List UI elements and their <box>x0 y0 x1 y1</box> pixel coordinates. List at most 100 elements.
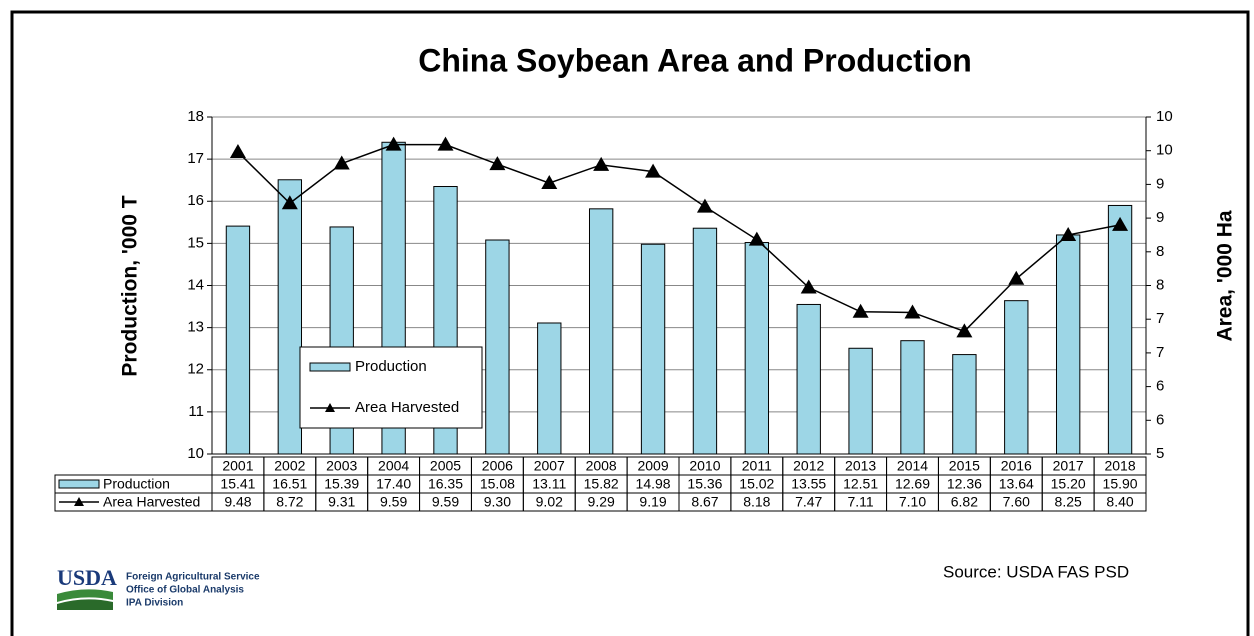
y2-tick-label: 8 <box>1156 243 1164 260</box>
table-value: 12.51 <box>843 476 878 492</box>
marker <box>593 156 610 171</box>
line <box>237 143 1121 333</box>
bar <box>796 303 821 455</box>
y2-tick-label: 9 <box>1156 175 1164 192</box>
table-value: 6.82 <box>951 494 978 510</box>
marker <box>333 155 350 170</box>
table-row-label: Area Harvested <box>103 494 200 510</box>
table-cell <box>1093 492 1147 512</box>
table-value: 12.69 <box>895 476 930 492</box>
usda-logo: USDA Foreign Agricultural Service Office… <box>57 565 260 610</box>
legend-label: Area Harvested <box>355 399 459 416</box>
y2-tick-label: 6 <box>1156 378 1164 395</box>
y-tick-label: 16 <box>187 192 204 209</box>
bar <box>1107 204 1133 455</box>
y2-tick-label: 10 <box>1156 108 1173 125</box>
bar <box>848 347 873 455</box>
table-value: 15.02 <box>739 476 774 492</box>
table-value: 17.40 <box>376 476 411 492</box>
table-value: 13.55 <box>791 476 826 492</box>
table-value: 9.59 <box>380 494 407 510</box>
table-value: 15.20 <box>1051 476 1086 492</box>
x-tick-label: 2002 <box>274 458 305 474</box>
table-value: 9.19 <box>639 494 666 510</box>
marker <box>956 323 973 338</box>
y-tick-label: 11 <box>188 403 204 420</box>
table-value: 13.64 <box>999 476 1034 492</box>
table-value: 9.48 <box>224 494 251 510</box>
marker <box>281 195 298 210</box>
legend-swatch <box>58 479 100 489</box>
bar <box>692 227 718 455</box>
y-tick-label: 15 <box>187 234 204 251</box>
legend-box <box>299 346 483 429</box>
table-value: 9.02 <box>536 494 563 510</box>
table-value: 15.41 <box>220 476 255 492</box>
marker <box>437 136 454 151</box>
y-tick-label: 17 <box>187 150 204 167</box>
bar <box>588 208 614 455</box>
x-tick-label: 2010 <box>689 458 720 474</box>
x-tick-label: 2001 <box>222 458 253 474</box>
x-tick-label: 2005 <box>430 458 461 474</box>
x-tick-label: 2017 <box>1053 458 1084 474</box>
x-tick-label: 2003 <box>326 458 357 474</box>
table-value: 9.59 <box>432 494 459 510</box>
x-tick-label: 2007 <box>534 458 565 474</box>
table-value: 12.36 <box>947 476 982 492</box>
bar <box>1004 300 1029 455</box>
marker <box>385 136 402 151</box>
y-tick-label: 18 <box>187 108 204 125</box>
x-tick-label: 2016 <box>1001 458 1032 474</box>
marker <box>800 279 817 294</box>
x-tick-label: 2012 <box>793 458 824 474</box>
marker <box>1112 216 1129 231</box>
bar <box>485 239 510 455</box>
x-tick-label: 2011 <box>742 458 772 474</box>
marker <box>645 163 662 178</box>
logo-swoosh <box>57 589 113 602</box>
y-tick-label: 10 <box>187 445 204 462</box>
table-value: 8.67 <box>691 494 718 510</box>
table-value: 8.72 <box>276 494 303 510</box>
chart-title: China Soybean Area and Production <box>418 42 972 78</box>
table-value: 7.60 <box>1003 494 1030 510</box>
marker <box>1060 226 1077 241</box>
table-value: 13.11 <box>532 476 566 492</box>
table-value: 16.35 <box>428 476 463 492</box>
x-tick-label: 2013 <box>845 458 876 474</box>
bar <box>952 354 977 455</box>
x-tick-label: 2018 <box>1104 458 1135 474</box>
table-value: 7.10 <box>899 494 926 510</box>
y2-tick-label: 6 <box>1156 411 1164 428</box>
marker <box>489 156 506 171</box>
y2-tick-label: 9 <box>1156 209 1164 226</box>
table-value: 9.31 <box>328 494 355 510</box>
y2-tick-label: 10 <box>1156 142 1173 159</box>
table-value: 7.11 <box>848 494 874 510</box>
y-tick-label: 12 <box>187 361 204 378</box>
logo-line: Office of Global Analysis <box>126 585 244 596</box>
marker <box>1008 270 1025 285</box>
x-tick-label: 2014 <box>897 458 928 474</box>
y2-tick-label: 7 <box>1156 344 1164 361</box>
table-value: 7.47 <box>795 494 822 510</box>
logo-swoosh <box>57 599 113 610</box>
marker <box>696 198 713 213</box>
x-tick-label: 2009 <box>637 458 668 474</box>
table-value: 15.82 <box>584 476 619 492</box>
logo-text: USDA <box>57 565 117 590</box>
bar <box>744 242 770 455</box>
x-tick-label: 2015 <box>949 458 980 474</box>
bar <box>537 322 562 455</box>
table-value: 8.25 <box>1055 494 1082 510</box>
marker <box>748 231 765 246</box>
bar <box>1055 234 1081 455</box>
y-tick-label: 14 <box>187 276 204 293</box>
table-value: 9.29 <box>588 494 615 510</box>
frame <box>10 10 1250 636</box>
table-value: 15.39 <box>324 476 359 492</box>
table-value: 8.18 <box>743 494 770 510</box>
y2-tick-label: 8 <box>1156 276 1164 293</box>
